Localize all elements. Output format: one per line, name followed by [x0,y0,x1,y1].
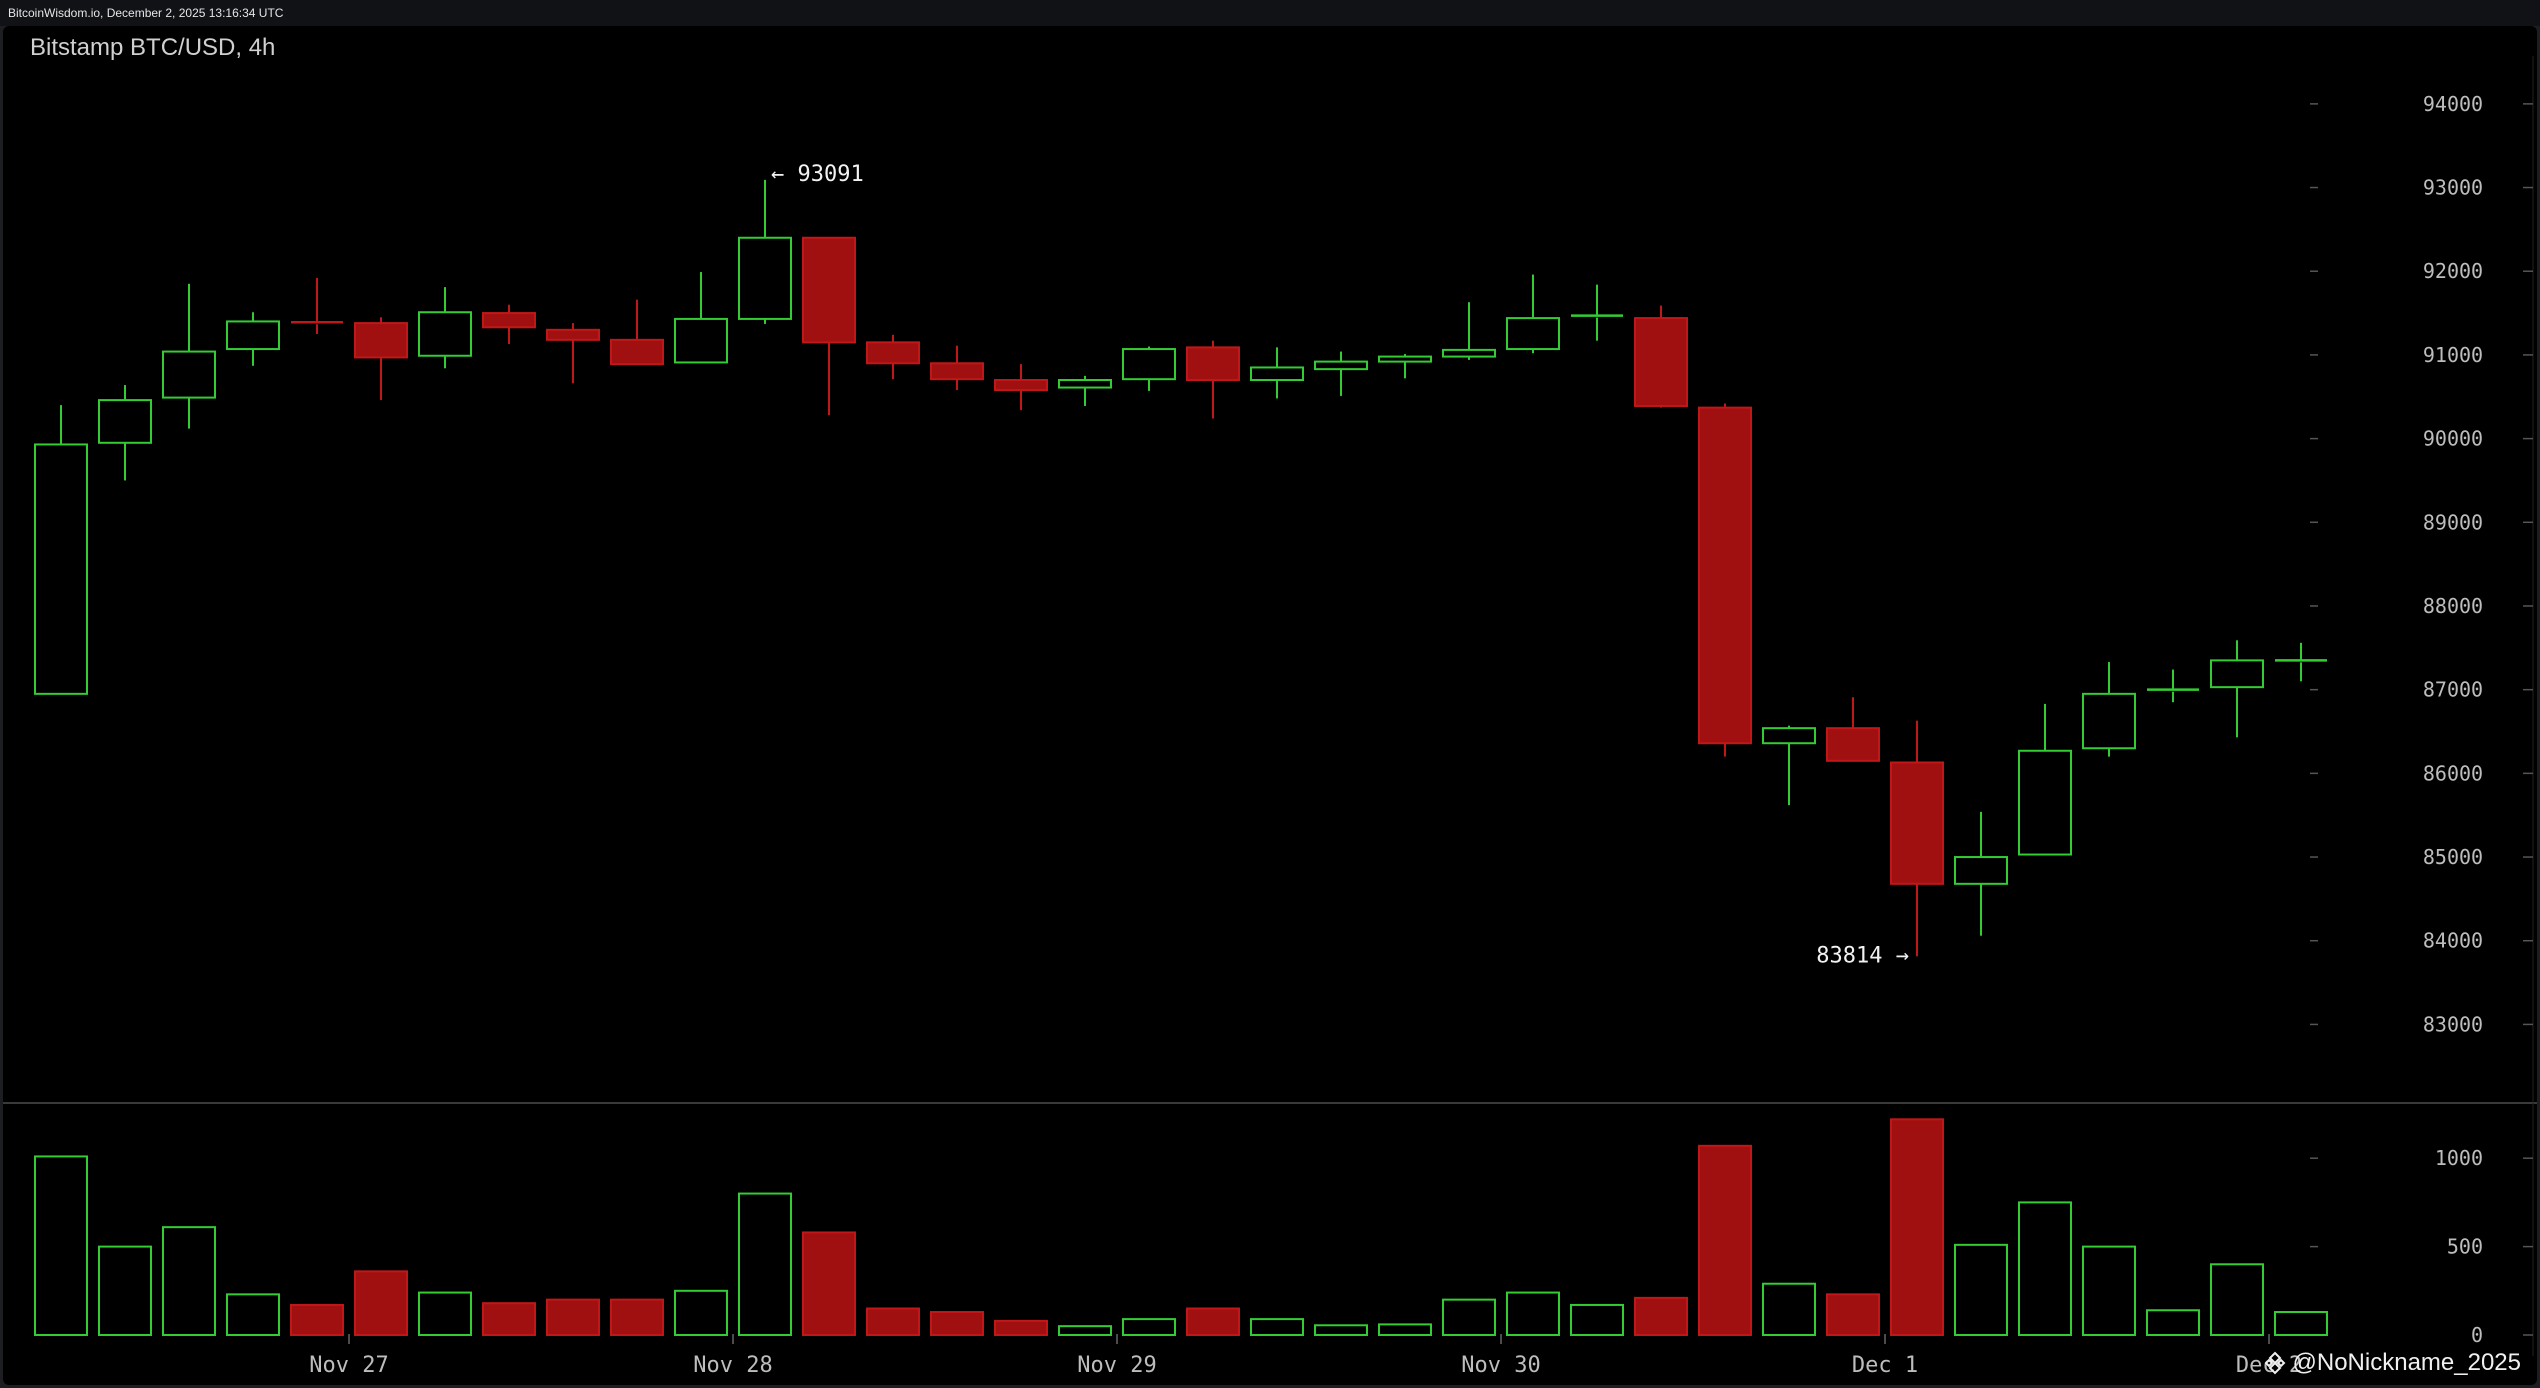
candle-body-up [1314,360,1368,371]
candle-body-down [546,328,600,341]
price-tick-label: 92000 [2423,259,2483,283]
volume-bar-up [162,1226,216,1336]
volume-bar-up [1378,1323,1432,1336]
candle-body-down [354,322,408,359]
price-tick-label: 94000 [2423,92,2483,116]
screenshot-timestamp-bar: BitcoinWisdom.io, December 2, 2025 13:16… [0,0,2540,26]
watermark-text: @NoNickname_2025 [2292,1349,2521,1376]
volume-bar-down [290,1303,344,1336]
candle-body-up [2018,749,2072,856]
candle-body-up [162,350,216,399]
candle-body-up [1058,379,1112,389]
candle-body-down [1698,406,1752,745]
volume-bar-up [1058,1325,1112,1337]
price-tick-label: 93000 [2423,176,2483,200]
price-tick-label: 85000 [2423,845,2483,869]
price-tick-label: 90000 [2423,427,2483,451]
volume-bar-down [546,1298,600,1337]
candle-body-down [866,341,920,365]
chart-title: Bitstamp BTC/USD, 4h [30,34,276,61]
volume-bar-up [2082,1245,2136,1336]
candle-body-down [930,362,984,381]
candle-body-up [98,399,152,444]
volume-bar-up [1762,1282,1816,1337]
volume-bar-up [418,1291,472,1336]
volume-bar-down [354,1270,408,1337]
candle-body-up [1250,366,1304,382]
candle-body-down [1634,317,1688,407]
date-label: Nov 30 [1461,1353,1540,1378]
volume-bar-down [1186,1307,1240,1336]
candle-body-down [994,379,1048,392]
screenshot-timestamp: BitcoinWisdom.io, December 2, 2025 13:16… [8,6,284,20]
candle-body-up [1378,355,1432,363]
candle-body-down [1826,727,1880,762]
volume-bar-down [866,1307,920,1336]
candle-body-up [1954,856,2008,885]
volume-bar-down [1634,1296,1688,1336]
volume-bar-down [802,1231,856,1337]
candle-body-up [418,311,472,357]
volume-bar-up [2146,1309,2200,1337]
annotation-low: 83814 → [1816,943,1909,968]
volume-tick-label: 1000 [2435,1146,2483,1170]
volume-bar-up [2018,1201,2072,1337]
volume-bar-up [1250,1318,1304,1337]
date-label: Nov 29 [1077,1353,1156,1378]
volume-bar-up [2210,1263,2264,1337]
price-tick-label: 91000 [2423,343,2483,367]
volume-tick-label: 500 [2447,1235,2483,1259]
volume-bar-up [1122,1318,1176,1337]
volume-bar-down [1698,1144,1752,1336]
candle-body-up [34,443,88,695]
binance-logo-icon [2264,1351,2285,1375]
volume-bar-up [226,1293,280,1337]
annotation-high: ← 93091 [771,162,864,187]
candle-body-up [1762,727,1816,745]
volume-tick-label: 0 [2471,1323,2483,1347]
candle-body-up [2210,659,2264,689]
candle-body-up [674,317,728,364]
volume-bar-up [1954,1243,2008,1337]
candlestick-chart[interactable]: 83000 84000 85000 86000 87000 88000 89000 90000… [3,26,2537,1385]
price-tick-label: 84000 [2423,929,2483,953]
date-label: Dec 1 [1852,1353,1918,1378]
candle-body-up [1442,348,1496,358]
volume-bar-up [1570,1303,1624,1336]
candle-body-down [610,338,664,366]
volume-bar-down [994,1319,1048,1336]
volume-bar-down [610,1298,664,1337]
price-tick-label: 89000 [2423,510,2483,534]
volume-bar-down [930,1311,984,1336]
date-label: Nov 27 [309,1353,388,1378]
price-tick-label: 86000 [2423,761,2483,785]
candle-body-up [2082,692,2136,750]
candle-body-down [1890,761,1944,885]
candle-body-up [738,236,792,320]
candle-body-up [1122,348,1176,381]
volume-bar-down [482,1302,536,1337]
price-tick-label: 83000 [2423,1012,2483,1036]
volume-bar-down [1826,1293,1880,1337]
date-label: Nov 28 [693,1353,772,1378]
watermark: @NoNickname_2025 [2263,1349,2521,1377]
candle-body-up [1506,317,1560,351]
volume-bar-up [34,1155,88,1336]
volume-bar-up [1442,1298,1496,1337]
volume-bar-up [2274,1311,2328,1336]
price-tick-label: 87000 [2423,678,2483,702]
candle-body-down [482,312,536,329]
volume-bar-down [1890,1118,1944,1336]
volume-bar-up [1506,1291,1560,1336]
volume-bar-up [674,1289,728,1337]
price-tick-label: 88000 [2423,594,2483,618]
volume-bar-up [1314,1324,1368,1337]
chart-frame: 83000 84000 85000 86000 87000 88000 89000 90000… [3,26,2537,1385]
volume-bar-up [98,1245,152,1336]
candle-body-down [1186,346,1240,382]
volume-bar-up [738,1192,792,1337]
candle-body-up [226,320,280,351]
candle-body-down [802,236,856,344]
